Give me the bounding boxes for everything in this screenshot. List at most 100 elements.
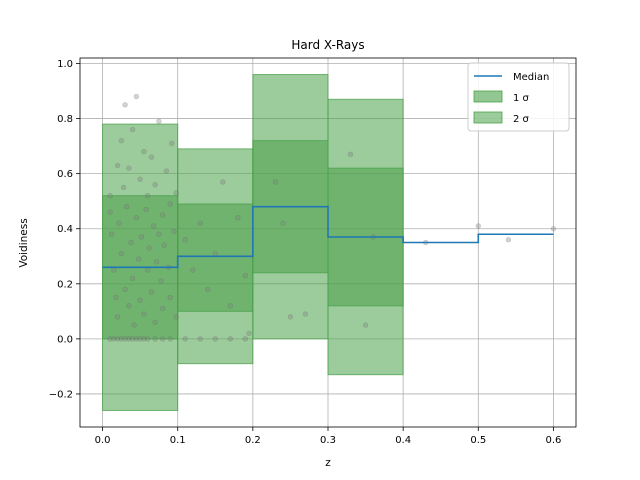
data-point	[190, 267, 196, 273]
data-point	[171, 228, 177, 235]
x-tick-label: 0.3	[320, 435, 336, 446]
data-point	[153, 259, 160, 265]
y-tick-label: 0.4	[57, 224, 73, 235]
data-point	[133, 336, 140, 342]
data-point	[138, 234, 145, 240]
data-point	[141, 311, 147, 317]
legend: Median 1 σ 2 σ	[467, 62, 570, 132]
data-point	[182, 237, 188, 243]
legend-2sigma-swatch	[473, 111, 503, 124]
median-line	[102, 205, 554, 269]
data-point	[114, 336, 121, 342]
data-point	[122, 336, 128, 342]
data-point	[197, 336, 203, 342]
y-axis-label: Voidiness	[18, 218, 30, 267]
data-point	[144, 192, 151, 199]
data-point	[118, 250, 125, 257]
data-point	[129, 336, 136, 342]
x-axis-label: z	[325, 457, 331, 469]
data-point	[116, 220, 122, 226]
y-tick-label: 0.2	[57, 279, 73, 290]
band-1-sigma	[102, 140, 404, 340]
data-point	[173, 190, 179, 196]
data-point	[120, 184, 127, 191]
data-point	[129, 126, 136, 133]
data-point	[205, 286, 211, 293]
y-ticks: −0.2 0.0 0.2 0.4 0.6 0.8 1.0	[49, 59, 80, 400]
legend-median-label: Median	[513, 72, 549, 83]
data-point	[144, 336, 151, 342]
data-point	[197, 220, 203, 226]
data-point	[126, 303, 132, 309]
data-point	[133, 93, 140, 100]
data-point	[347, 151, 354, 158]
data-point	[280, 220, 286, 226]
data-point	[122, 286, 128, 293]
data-point	[137, 297, 143, 304]
data-point	[146, 245, 152, 251]
scatter-points	[107, 93, 557, 342]
data-point	[550, 226, 557, 232]
legend-1sigma-label: 1 σ	[513, 93, 530, 104]
data-point	[113, 294, 119, 301]
data-point	[158, 278, 164, 284]
legend-1sigma-swatch	[473, 90, 503, 103]
data-point	[152, 336, 158, 342]
data-point	[168, 140, 175, 147]
data-point	[111, 336, 117, 342]
data-point	[111, 267, 117, 273]
data-point	[107, 192, 113, 199]
data-point	[118, 336, 125, 342]
data-point	[220, 179, 226, 185]
data-point	[152, 319, 158, 326]
data-point	[137, 176, 143, 182]
median-step-path	[102, 205, 554, 269]
data-point	[122, 102, 128, 108]
y-tick-label: 1.0	[57, 59, 73, 70]
data-point	[302, 311, 309, 317]
data-point	[123, 204, 130, 210]
data-point	[227, 303, 234, 309]
data-point	[362, 322, 369, 328]
x-tick-label: 0.0	[95, 435, 111, 446]
data-point	[242, 336, 249, 342]
data-point	[161, 242, 167, 248]
x-tick-label: 0.2	[245, 435, 261, 446]
y-tick-label: −0.2	[49, 389, 73, 400]
data-point	[114, 314, 121, 320]
x-ticks: 0.0 0.1 0.2 0.3 0.4 0.5 0.6	[95, 427, 562, 446]
x-tick-label: 0.6	[546, 435, 562, 446]
data-point	[148, 289, 155, 295]
data-point	[141, 336, 147, 342]
data-point	[126, 336, 132, 342]
data-point	[167, 201, 173, 207]
data-point	[475, 223, 482, 229]
data-point	[182, 336, 188, 342]
data-point	[152, 181, 158, 188]
data-point	[163, 168, 170, 174]
data-point	[128, 239, 134, 246]
data-point	[159, 336, 166, 342]
data-point	[505, 237, 512, 243]
legend-2sigma-label: 2 σ	[513, 114, 530, 125]
data-point	[131, 322, 137, 328]
data-point	[272, 179, 279, 185]
data-point	[126, 165, 132, 171]
data-point	[137, 336, 143, 342]
y-tick-label: 0.8	[57, 114, 73, 125]
data-point	[159, 212, 166, 218]
data-point	[107, 336, 113, 342]
data-point	[108, 231, 115, 237]
data-point	[159, 305, 166, 312]
data-point	[129, 275, 136, 281]
data-point	[133, 215, 140, 221]
data-point	[148, 154, 155, 160]
data-point	[242, 272, 249, 279]
y-tick-label: 0.6	[57, 169, 73, 180]
data-point	[144, 267, 151, 273]
data-point	[156, 118, 162, 125]
x-tick-label: 0.1	[170, 435, 186, 446]
y-tick-label: 0.0	[57, 334, 73, 345]
x-tick-label: 0.4	[395, 435, 411, 446]
